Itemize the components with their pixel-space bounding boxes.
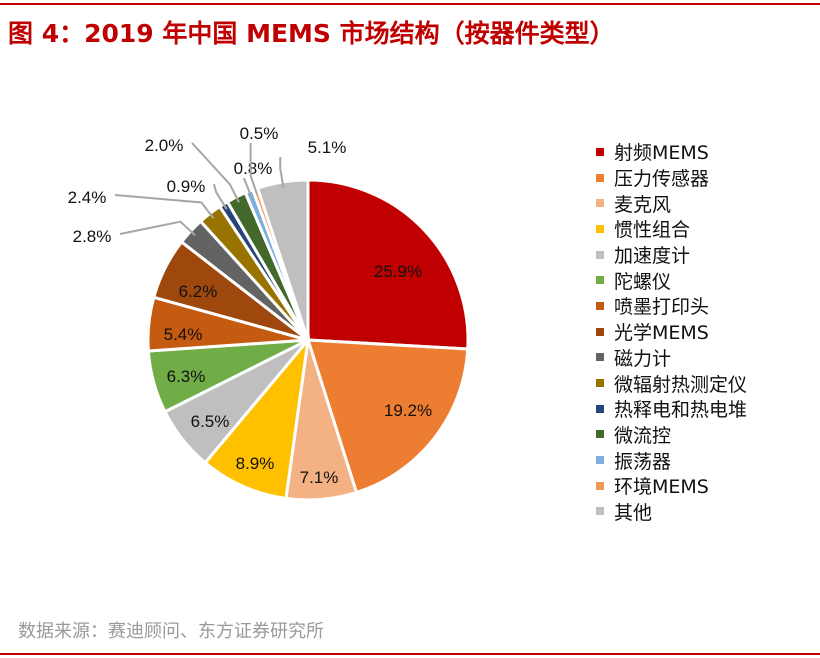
legend-item: 压力传感器	[596, 165, 747, 191]
legend-item: 射频MEMS	[596, 139, 747, 165]
legend-item: 光学MEMS	[596, 319, 747, 345]
legend-label: 环境MEMS	[614, 476, 709, 499]
legend-label: 振荡器	[614, 450, 672, 473]
legend-swatch	[596, 379, 604, 388]
legend-label: 微流控	[614, 424, 672, 447]
legend-label: 压力传感器	[614, 168, 710, 191]
legend-label: 麦克风	[614, 193, 672, 216]
legend: 射频MEMS 压力传感器 麦克风惯性组合加速度计 陀螺仪喷墨打印头光学MEMS 磁力计微…	[596, 139, 747, 524]
legend-label: 其他	[614, 501, 653, 524]
bottom-rule	[0, 653, 820, 655]
pie-slice	[305, 338, 470, 495]
legend-swatch	[596, 301, 604, 310]
legend-swatch	[596, 430, 604, 439]
legend-item: 磁力计	[596, 345, 747, 371]
data-label: 5.1%	[308, 138, 347, 157]
source-note: 数据来源：赛迪顾问、东方证券研究所	[18, 621, 324, 642]
legend-swatch	[596, 173, 604, 182]
legend-label: 惯性组合	[614, 219, 691, 242]
legend-item: 微辐射热测定仪	[596, 370, 747, 396]
legend-label: 喷墨打印头	[614, 296, 710, 319]
legend-swatch	[596, 456, 604, 465]
data-label: 2.0%	[145, 136, 184, 155]
data-label: 6.2%	[179, 282, 218, 301]
data-label: 6.5%	[191, 412, 230, 431]
data-label: 8.9%	[236, 454, 275, 473]
data-label: 19.2%	[384, 401, 432, 420]
legend-item: 微流控	[596, 422, 747, 448]
legend-swatch	[596, 327, 604, 336]
data-label: 0.5%	[240, 124, 279, 143]
legend-item: 惯性组合	[596, 216, 747, 242]
leader-line	[191, 142, 240, 203]
data-label: 25.9%	[374, 262, 422, 281]
data-label: 0.8%	[234, 159, 273, 178]
legend-label: 加速度计	[614, 245, 691, 268]
legend-item: 环境MEMS	[596, 473, 747, 499]
pie-slice	[203, 335, 311, 501]
legend-swatch	[596, 404, 604, 413]
legend-label: 陀螺仪	[614, 270, 672, 293]
legend-item: 振荡器	[596, 447, 747, 473]
legend-label: 光学MEMS	[614, 322, 709, 345]
legend-label: 磁力计	[614, 347, 672, 370]
legend-swatch	[596, 199, 604, 208]
leader-line	[119, 220, 196, 237]
legend-swatch	[596, 250, 604, 259]
leader-line	[242, 177, 253, 198]
leader-line	[249, 143, 259, 195]
leader-line	[279, 157, 285, 189]
legend-label: 微辐射热测定仪	[614, 373, 748, 396]
legend-label: 射频MEMS	[614, 142, 709, 165]
data-label: 5.4%	[164, 325, 203, 344]
legend-swatch	[596, 224, 604, 233]
data-label: 2.8%	[73, 227, 112, 246]
top-rule	[0, 3, 820, 5]
legend-swatch	[596, 147, 604, 156]
data-label: 7.1%	[300, 468, 339, 487]
legend-swatch	[596, 353, 604, 362]
data-label: 6.3%	[167, 367, 206, 386]
legend-swatch	[596, 507, 604, 516]
chart-title: 图 4：2019 年中国 MEMS 市场结构（按器件类型）	[8, 19, 615, 48]
legend-item: 其他	[596, 499, 747, 525]
leader-line	[114, 194, 215, 219]
legend-item: 加速度计	[596, 242, 747, 268]
pie-slice	[306, 178, 470, 351]
legend-label: 热释电和热电堆	[614, 399, 748, 422]
legend-item: 麦克风	[596, 190, 747, 216]
legend-swatch	[596, 481, 604, 490]
legend-item: 喷墨打印头	[596, 293, 747, 319]
legend-item: 热释电和热电堆	[596, 396, 747, 422]
legend-swatch	[596, 276, 604, 285]
leader-line	[213, 183, 228, 210]
legend-item: 陀螺仪	[596, 267, 747, 293]
data-label: 0.9%	[167, 177, 206, 196]
data-label: 2.4%	[68, 188, 107, 207]
